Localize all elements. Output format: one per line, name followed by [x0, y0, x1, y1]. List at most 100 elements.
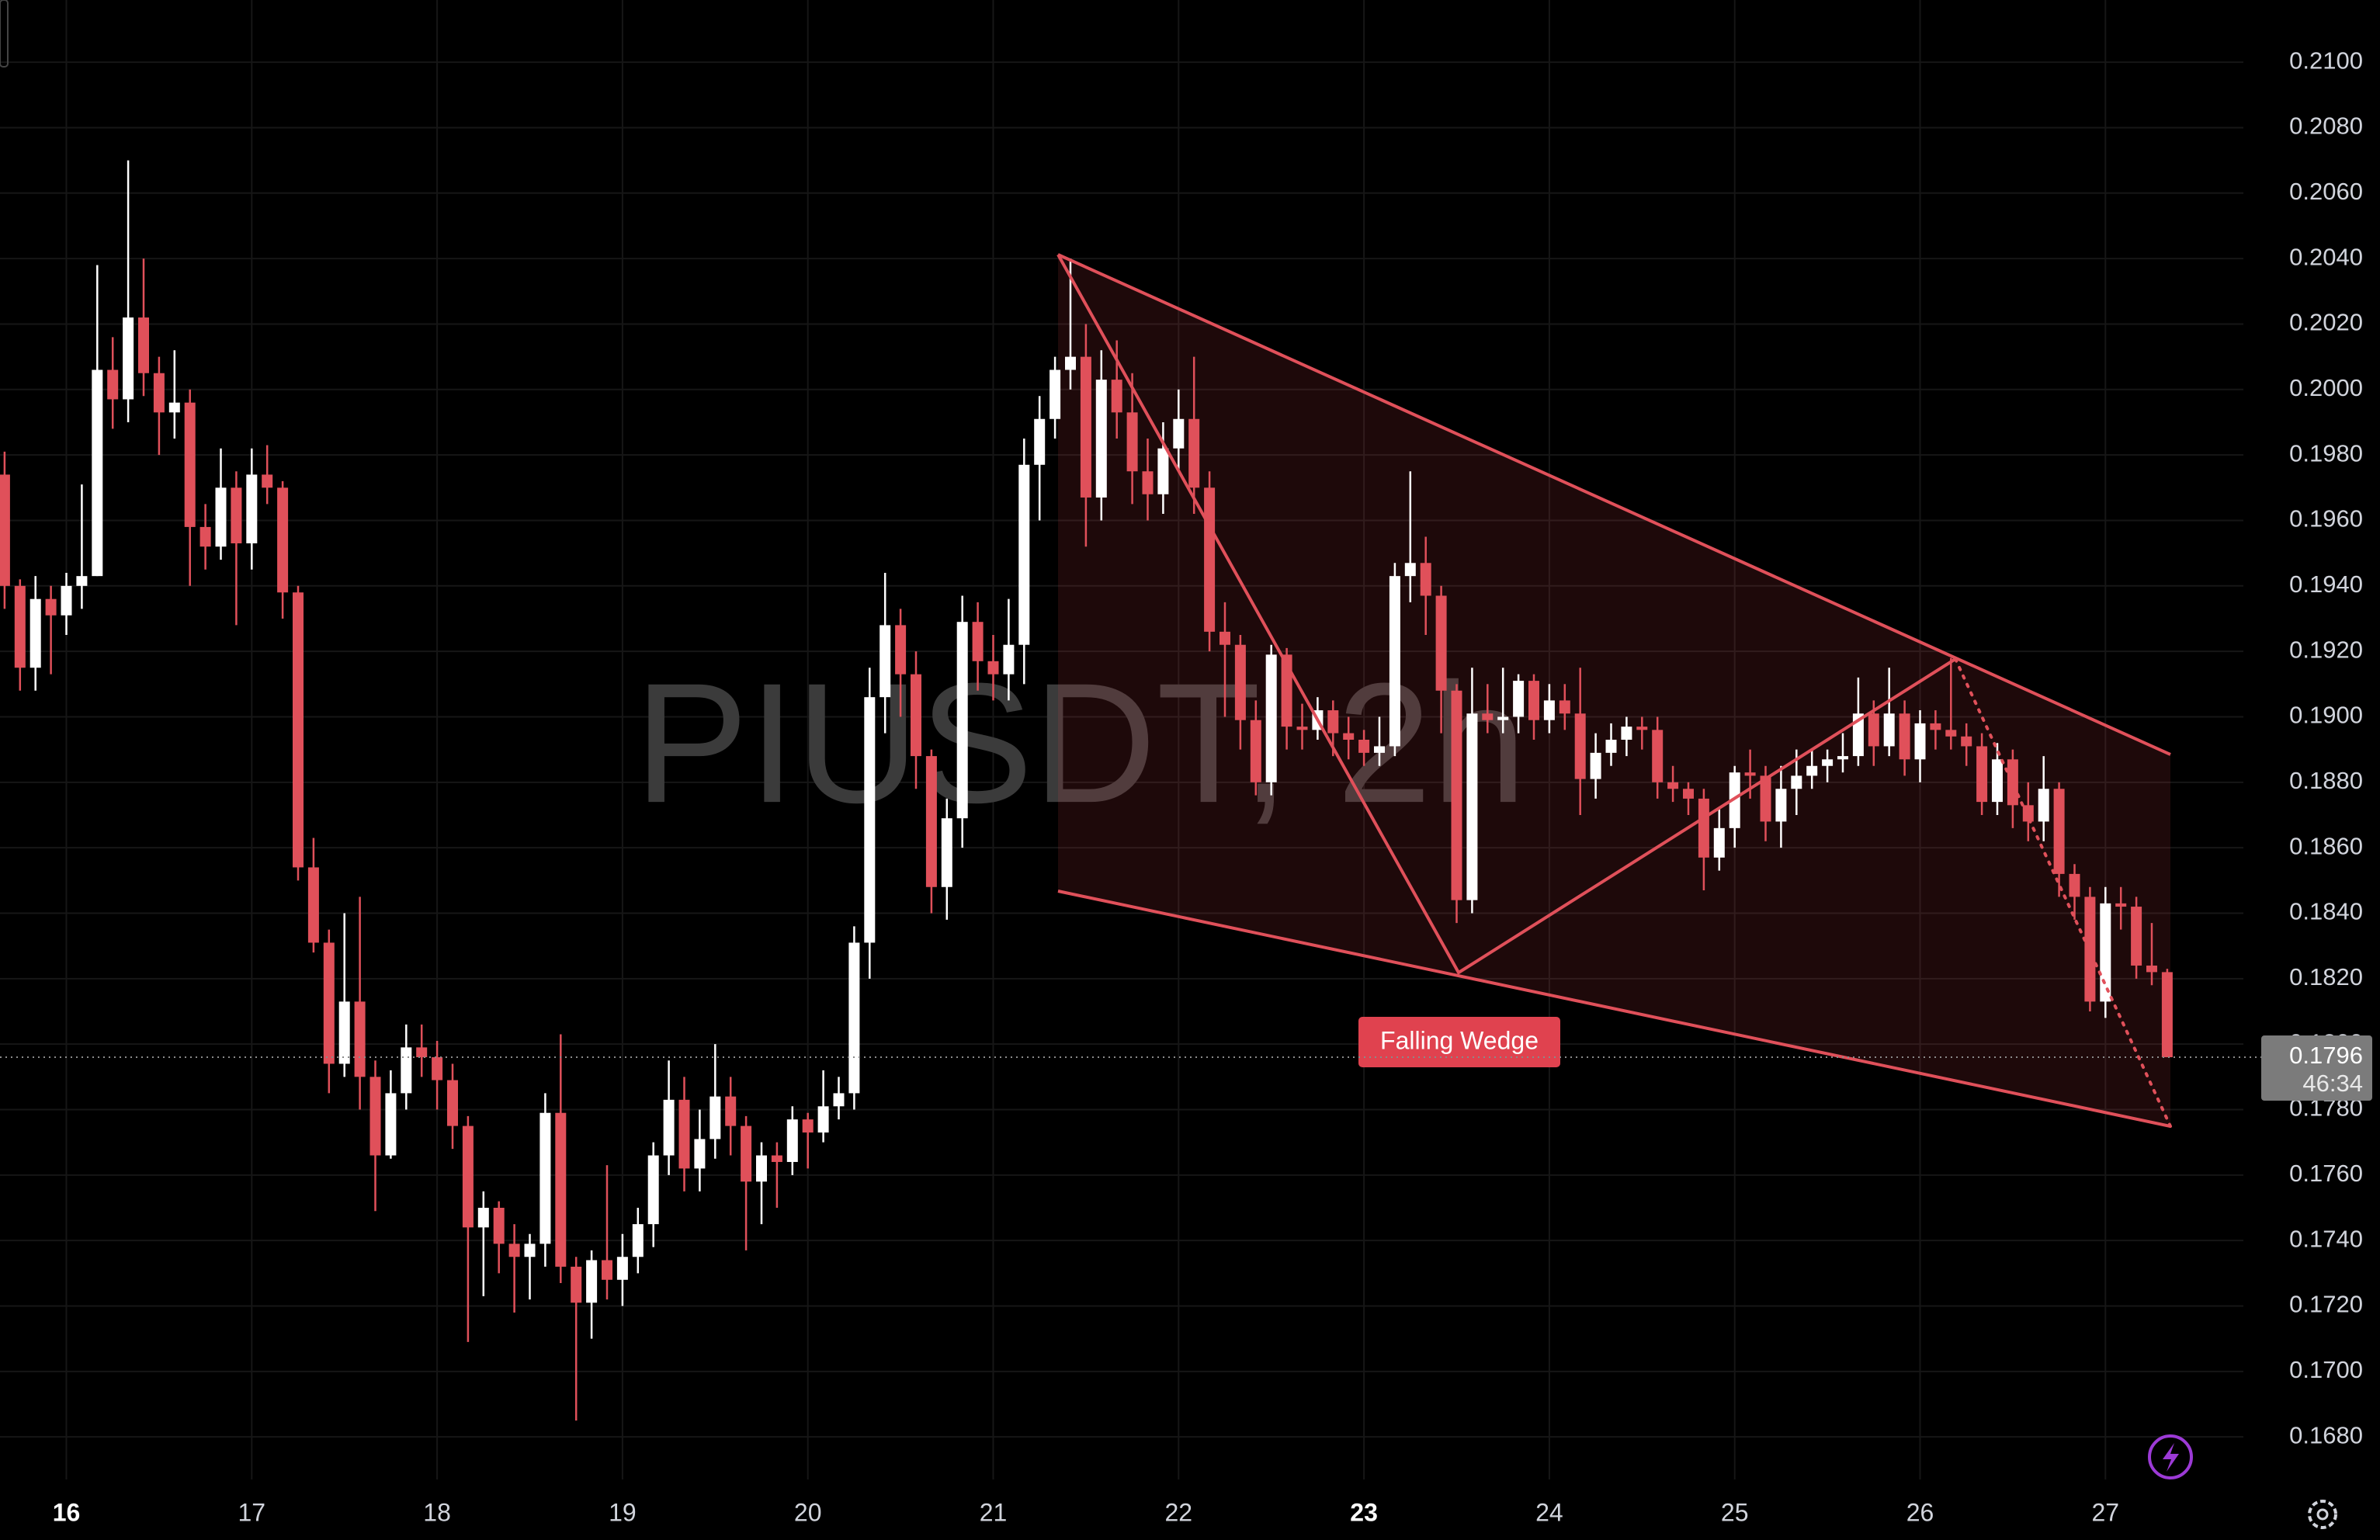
candle-body [153, 373, 165, 413]
candle-body [323, 942, 335, 1064]
candle-body [786, 1119, 798, 1162]
lightning-button[interactable] [2148, 1434, 2193, 1479]
candle-body [1188, 418, 1200, 488]
x-tick-label: 22 [1165, 1498, 1193, 1526]
y-tick-label: 0.2020 [2289, 309, 2363, 336]
annotation-label: Falling Wedge [1380, 1026, 1539, 1054]
candle-body [571, 1266, 582, 1303]
candle-body [1698, 798, 1709, 858]
candle-body [462, 1126, 474, 1228]
wedge-upper [1057, 253, 2171, 756]
countdown-label: 46:34 [2302, 1070, 2363, 1097]
y-tick-label: 0.1880 [2289, 767, 2363, 794]
candle-body [1095, 380, 1107, 498]
candle-body [1065, 356, 1076, 370]
candle-body [1343, 733, 1355, 740]
candle-body [168, 402, 180, 413]
candle-body [1482, 713, 1494, 720]
settings-gear [2308, 1500, 2337, 1529]
axis: 0.16800.17000.17200.17400.17600.17800.18… [0, 47, 2372, 1526]
candle-body [879, 625, 891, 698]
candle-body [1389, 576, 1400, 747]
candle-body [1420, 563, 1431, 596]
candle-body [277, 487, 289, 593]
x-tick-label: 23 [1350, 1498, 1378, 1526]
candle-body [2146, 965, 2157, 973]
candle-body [2161, 972, 2173, 1058]
candle-body [262, 474, 273, 488]
candle-body [602, 1260, 612, 1280]
candle-body [1018, 464, 1030, 645]
candle-body [29, 598, 41, 668]
candle-body [895, 625, 907, 675]
y-tick-label: 0.2080 [2289, 113, 2363, 140]
candle-body [694, 1139, 706, 1169]
candle-body [1034, 418, 1046, 465]
candle-body [2069, 873, 2080, 897]
candle-body [1961, 736, 1972, 747]
lightning-icon [2163, 1443, 2179, 1472]
candle-body [1621, 727, 1632, 740]
candle-body [477, 1208, 489, 1228]
candle-body [925, 756, 937, 887]
candle-body [61, 585, 72, 616]
candle-body [802, 1119, 814, 1133]
candle-body [246, 474, 258, 543]
candle-body [771, 1155, 782, 1162]
x-tick-label: 18 [423, 1498, 451, 1526]
candle-body [1806, 765, 1818, 776]
candle-body [1142, 471, 1154, 494]
candle-body [508, 1243, 520, 1257]
candle-body [741, 1126, 752, 1182]
candle-body [1899, 713, 1910, 760]
candle-body [1636, 727, 1648, 730]
candle-body [1219, 631, 1230, 645]
x-tick-label: 20 [794, 1498, 822, 1526]
y-tick-label: 0.2100 [2289, 47, 2363, 74]
candle-body [1837, 756, 1848, 760]
candle-body [432, 1057, 443, 1080]
candle-body [2007, 759, 2018, 806]
wedge-projection [1954, 657, 2172, 1128]
candle-body [817, 1106, 829, 1133]
candle-body [0, 474, 10, 586]
candle-body [1652, 730, 1664, 782]
settings-button[interactable] [2308, 1500, 2337, 1529]
y-tick-label: 0.1760 [2289, 1160, 2363, 1187]
y-tick-label: 0.1980 [2289, 439, 2363, 467]
candle-body [1760, 775, 1771, 822]
candle-body [1296, 727, 1308, 730]
candle-body [76, 576, 88, 586]
last-price-box [2261, 1035, 2372, 1101]
candle-body [1466, 713, 1478, 900]
candle-body [45, 598, 57, 616]
candle-body [1358, 740, 1370, 753]
candle-body [1281, 654, 1292, 727]
candle-body [756, 1155, 767, 1182]
candle-body [725, 1096, 737, 1126]
candle-body [911, 674, 921, 757]
watermark: PIUSDT, 2h [634, 647, 1526, 838]
candle-body [1775, 789, 1787, 822]
y-tick-label: 0.2040 [2289, 243, 2363, 270]
candle-body [647, 1155, 659, 1225]
annotation-box [1358, 1017, 1560, 1067]
x-tick-label: 17 [238, 1498, 266, 1526]
candle-body [632, 1224, 644, 1257]
candle-body [1204, 487, 1216, 632]
candle-body [354, 1001, 366, 1077]
candle-body [2022, 805, 2034, 822]
settings-hub [2316, 1508, 2329, 1521]
candle-body [1976, 746, 1988, 803]
candle-body [14, 585, 26, 668]
corner-widget[interactable] [0, 0, 9, 68]
candle-body [1667, 782, 1679, 789]
candle-body [184, 402, 196, 527]
candle-body [1868, 713, 1879, 747]
candle-body [307, 867, 319, 943]
candle-body [416, 1047, 428, 1058]
y-tick-label: 0.2000 [2289, 374, 2363, 401]
y-tick-label: 0.1940 [2289, 571, 2363, 598]
